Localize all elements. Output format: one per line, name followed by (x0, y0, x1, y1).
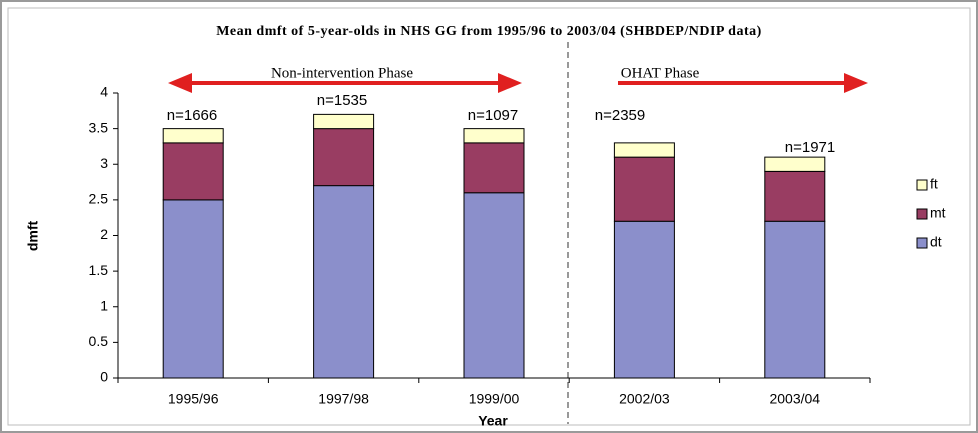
x-tick-label: 1997/98 (318, 391, 369, 407)
bar-segment (463, 128, 525, 144)
legend-label: ft (930, 176, 938, 192)
bar-segment (162, 128, 224, 144)
bar-segment (613, 220, 675, 379)
x-tick-label: 2002/03 (619, 391, 670, 407)
y-tick-label: 3.5 (89, 119, 109, 135)
legend-swatch (916, 208, 928, 220)
bar-segment (162, 199, 224, 379)
phase-arrow (168, 73, 522, 93)
y-tick-label: 0 (100, 369, 108, 385)
legend-swatch (916, 237, 928, 249)
x-axis-label: Year (478, 413, 508, 429)
bar-segment (764, 170, 826, 222)
bar-segment (764, 156, 826, 172)
bar-segment (463, 142, 525, 194)
y-axis-label: dmft (25, 221, 41, 252)
annotation: n=1666 (167, 107, 217, 124)
y-tick-label: 1 (100, 297, 108, 313)
inner-frame (7, 7, 971, 426)
bar-segment (613, 156, 675, 222)
phase-label: OHAT Phase (621, 65, 700, 81)
bar-segment (463, 192, 525, 379)
legend-label: dt (930, 234, 942, 250)
bar-segment (613, 142, 675, 158)
bar-segment (313, 113, 375, 130)
chart-title: Mean dmft of 5-year-olds in NHS GG from … (216, 24, 762, 39)
y-tick-label: 2.5 (89, 191, 109, 207)
x-tick-label: 1999/00 (469, 391, 520, 407)
y-tick-label: 1.5 (89, 262, 109, 278)
x-tick-label: 2003/04 (769, 391, 820, 407)
bar-segment (313, 185, 375, 379)
phase-arrow (618, 73, 868, 93)
annotation: n=1097 (468, 107, 518, 124)
y-tick-label: 3 (100, 155, 108, 171)
bar-segment (313, 128, 375, 187)
bar-segment (162, 142, 224, 201)
legend-label: mt (930, 205, 946, 221)
y-tick-label: 2 (100, 226, 108, 242)
y-tick-label: 4 (100, 84, 108, 100)
legend-swatch (916, 179, 928, 191)
y-tick-label: 0.5 (89, 333, 109, 349)
annotation: n=1971 (785, 139, 835, 156)
annotation: n=2359 (595, 107, 645, 124)
bar-segment (764, 220, 826, 379)
x-tick-label: 1995/96 (168, 391, 219, 407)
annotation: n=1535 (317, 92, 367, 109)
phase-label: Non-intervention Phase (271, 65, 413, 81)
